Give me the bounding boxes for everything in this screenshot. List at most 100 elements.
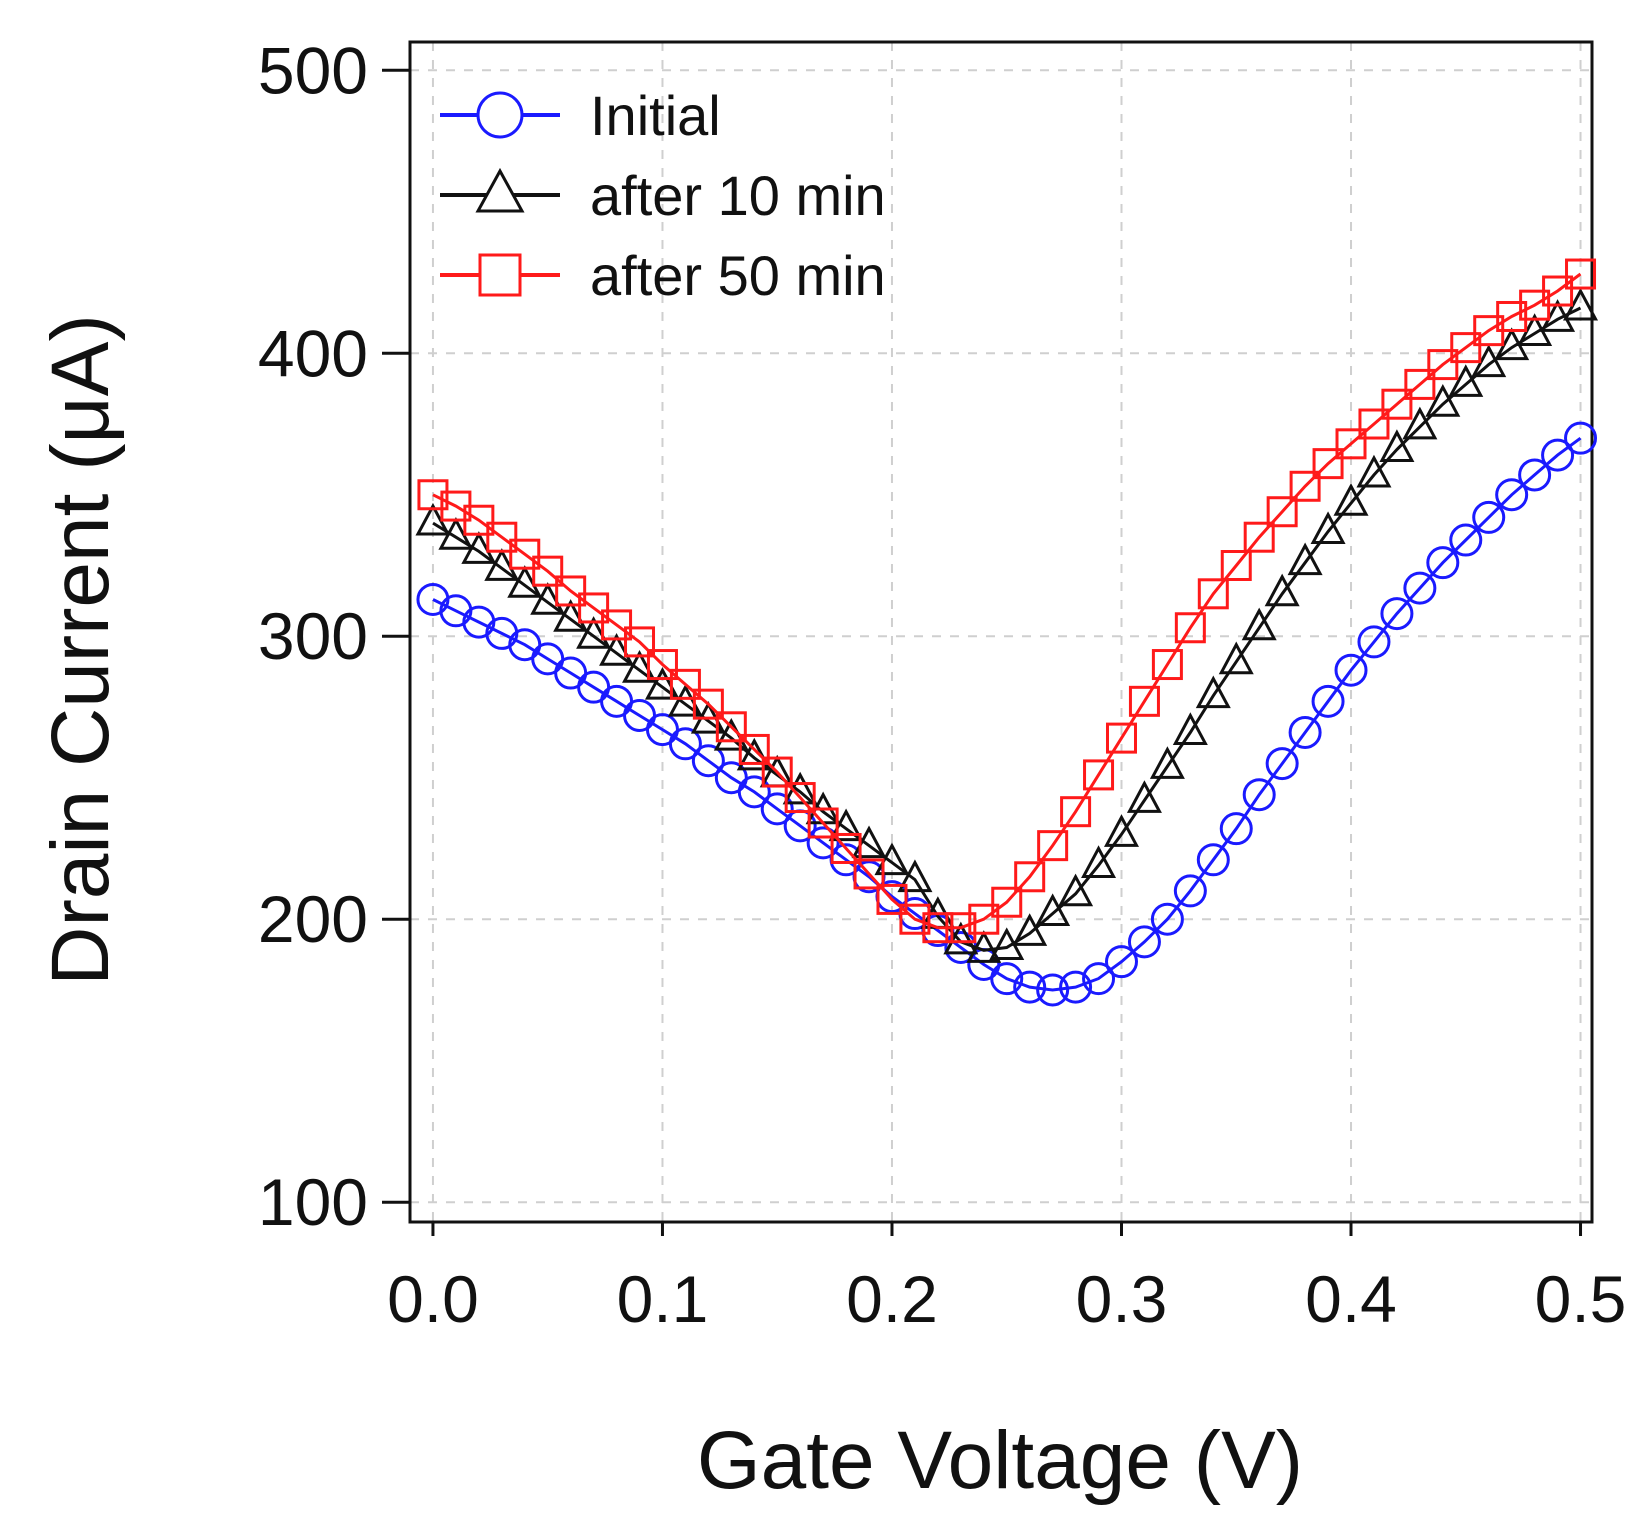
data-point-triangle xyxy=(1058,873,1094,907)
data-point-circle xyxy=(1449,523,1483,557)
data-point-triangle xyxy=(1356,454,1392,488)
data-point-square xyxy=(1496,300,1528,332)
data-point-square xyxy=(807,807,839,839)
legend-marker-square xyxy=(478,253,522,297)
data-point-circle xyxy=(990,962,1024,996)
data-point-square xyxy=(1014,861,1046,893)
x-axis-label: Gate Voltage (V) xyxy=(697,1415,1303,1506)
data-point-circle xyxy=(1242,778,1276,812)
data-point-circle xyxy=(1059,970,1093,1004)
data-point-square xyxy=(1427,349,1459,381)
data-point-square xyxy=(1289,470,1321,502)
data-point-circle xyxy=(1127,925,1161,959)
data-point-circle xyxy=(1357,625,1391,659)
data-point-triangle xyxy=(1149,746,1185,779)
data-point-triangle xyxy=(1195,675,1231,709)
data-point-triangle xyxy=(1448,364,1484,397)
y-tick-label: 100 xyxy=(258,1165,368,1239)
data-point-square xyxy=(578,592,610,624)
data-point-circle xyxy=(1334,653,1368,687)
data-point-square xyxy=(1381,388,1413,420)
data-point-square xyxy=(922,912,954,944)
data-point-circle xyxy=(1564,421,1598,455)
data-point-square xyxy=(991,886,1023,918)
data-point-square xyxy=(945,912,977,944)
data-point-circle xyxy=(806,826,840,860)
data-point-square xyxy=(1174,612,1206,644)
data-point-circle xyxy=(1541,438,1575,472)
data-point-circle xyxy=(1426,546,1460,580)
data-point-circle xyxy=(1495,478,1529,512)
data-point-circle xyxy=(1472,500,1506,534)
data-point-triangle xyxy=(966,930,1002,963)
data-point-circle xyxy=(760,792,794,826)
data-point-circle xyxy=(691,744,725,778)
y-tick-label: 500 xyxy=(258,33,368,107)
data-point-square xyxy=(1312,448,1344,480)
data-point-square xyxy=(1542,275,1574,307)
data-series xyxy=(415,258,1599,1007)
data-point-square xyxy=(601,609,633,641)
x-tick-label: 0.0 xyxy=(387,1262,479,1336)
data-point-triangle xyxy=(1310,511,1346,545)
data-point-triangle xyxy=(1264,573,1300,607)
data-point-square xyxy=(1335,428,1367,460)
legend-label: after 10 min xyxy=(590,164,886,227)
y-axis-label: Drain Current (μA) xyxy=(35,314,126,986)
data-point-circle xyxy=(1380,597,1414,631)
data-point-triangle xyxy=(1218,641,1254,675)
data-point-square xyxy=(669,668,701,700)
data-point-circle xyxy=(1150,902,1184,936)
y-tick-label: 300 xyxy=(258,599,368,673)
data-point-square xyxy=(1037,830,1069,862)
series-square xyxy=(417,258,1597,944)
data-point-square xyxy=(784,782,816,814)
data-point-square xyxy=(1450,332,1482,364)
data-point-square xyxy=(968,903,1000,935)
data-point-square xyxy=(715,711,747,743)
x-tick-label: 0.4 xyxy=(1305,1262,1397,1336)
data-point-circle xyxy=(1082,962,1116,996)
data-point-square xyxy=(899,903,931,935)
data-point-square xyxy=(876,883,908,915)
data-point-circle xyxy=(1196,843,1230,877)
data-point-square xyxy=(532,555,564,587)
data-point-triangle xyxy=(1012,913,1048,946)
data-point-triangle xyxy=(1287,542,1323,576)
data-point-square xyxy=(1565,258,1597,290)
data-point-square xyxy=(486,521,518,553)
series-line xyxy=(432,436,1582,992)
x-tick-label: 0.2 xyxy=(846,1262,938,1336)
legend-entry: Initial xyxy=(440,84,721,147)
data-point-square xyxy=(1220,550,1252,582)
data-point-square xyxy=(555,575,587,607)
data-point-square xyxy=(646,649,678,681)
series-line xyxy=(432,306,1582,952)
data-point-square xyxy=(853,858,885,890)
data-point-circle xyxy=(1173,874,1207,908)
data-point-triangle xyxy=(1172,712,1208,745)
data-point-square xyxy=(738,733,770,765)
data-point-circle xyxy=(668,727,702,761)
plot-frame xyxy=(408,40,1594,1224)
data-point-square xyxy=(463,504,495,536)
data-point-square xyxy=(1243,521,1275,553)
legend: Initial after 10 min after 50 min xyxy=(440,84,886,307)
data-point-circle xyxy=(1288,715,1322,749)
data-point-circle xyxy=(1036,973,1070,1007)
data-point-square xyxy=(1404,368,1436,400)
data-point-square xyxy=(1060,796,1092,828)
legend-label: after 50 min xyxy=(590,244,886,307)
x-tick-label: 0.5 xyxy=(1535,1262,1627,1336)
data-point-square xyxy=(1266,496,1298,528)
axes: 0.0 0.1 0.2 0.3 0.4 0.5 100 200 300 400 500 xyxy=(258,33,1627,1336)
data-point-square xyxy=(1105,722,1137,754)
data-point-circle xyxy=(1311,684,1345,718)
x-tick-label: 0.3 xyxy=(1076,1262,1168,1336)
data-point-circle xyxy=(1104,945,1138,979)
data-point-square xyxy=(1083,759,1115,791)
data-point-square xyxy=(692,688,724,720)
data-point-square xyxy=(509,538,541,570)
data-point-circle xyxy=(1265,747,1299,781)
